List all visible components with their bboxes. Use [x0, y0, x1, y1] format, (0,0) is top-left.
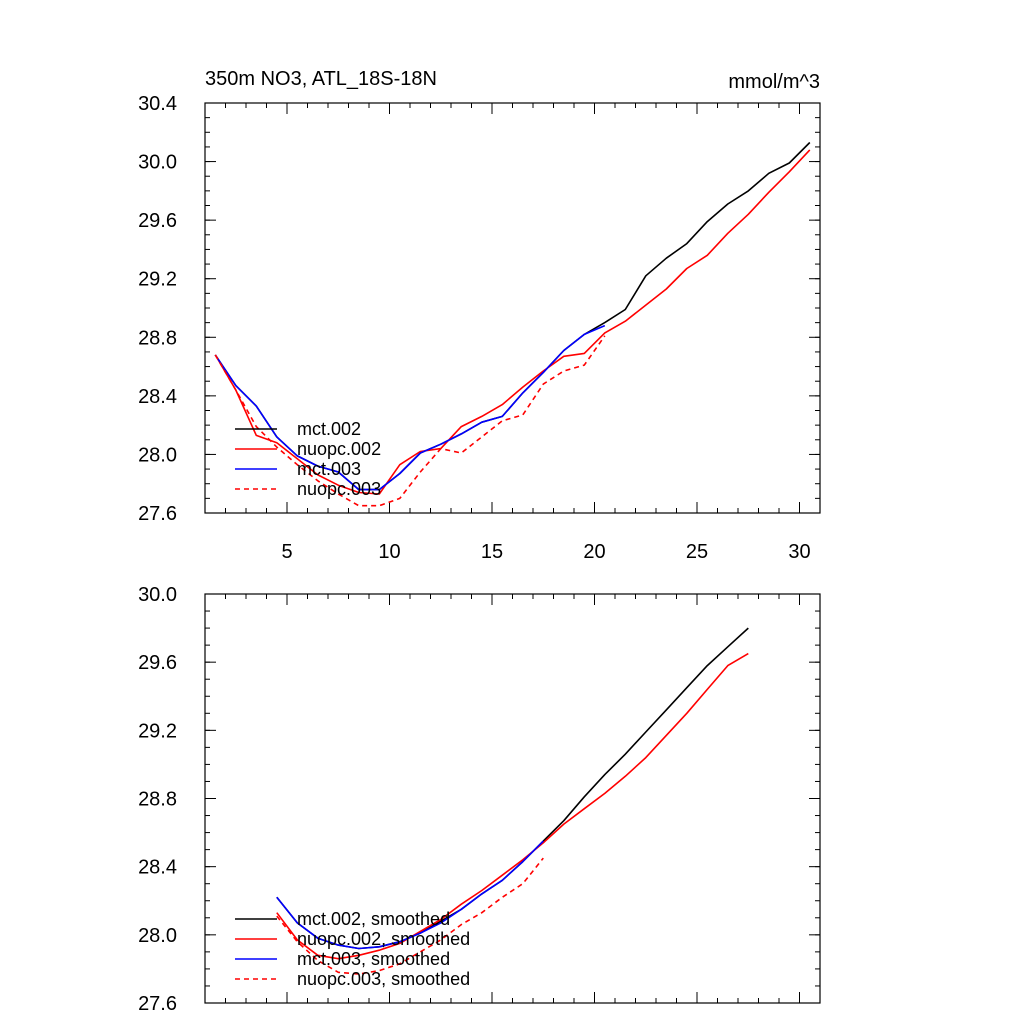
bottom-chart: 27.6 28.0 28.4 28.8 29.2 29.6 30.0 mct.002, smo… [138, 584, 821, 1015]
legend-label: mct.002 [297, 419, 361, 439]
y-tick-label: 28.4 [138, 386, 177, 408]
series-line-nuopc-003 [214, 335, 606, 507]
y-tick-label: 29.6 [138, 652, 177, 674]
legend-label: nuopc.003, smoothed [297, 969, 470, 989]
x-tick-label: 30 [788, 541, 810, 563]
y-tick-label: 30.0 [138, 584, 177, 606]
units-label: mmol/m^3 [728, 71, 820, 93]
legend-label: mct.003 [297, 459, 361, 479]
y-tick-label: 27.6 [138, 503, 177, 525]
plot-frame [204, 593, 821, 1004]
series-line-nuopc-002-smoothed [276, 652, 749, 960]
y-tick-label: 30.4 [138, 93, 177, 115]
top-chart: 350m NO3, ATL_18S-18N mmol/m^3 5 10 15 20 25 30… [138, 68, 821, 563]
chart-title: 350m NO3, ATL_18S-18N [205, 68, 437, 90]
y-tick-label: 28.0 [138, 444, 177, 466]
x-tick-label: 5 [281, 541, 292, 563]
y-tick-label: 30.0 [138, 152, 177, 174]
y-tick-label: 29.6 [138, 210, 177, 232]
x-tick-label: 25 [686, 541, 708, 563]
x-tick-label: 15 [481, 541, 503, 563]
x-tick-label: 10 [378, 541, 400, 563]
y-tick-label: 28.0 [138, 925, 177, 947]
legend-label: nuopc.002 [297, 439, 381, 459]
series-line-mct-003-smoothed [276, 840, 544, 950]
y-tick-label: 28.8 [138, 789, 177, 811]
series-line-nuopc-003-smoothed [276, 857, 544, 975]
legend-label: mct.002, smoothed [297, 909, 450, 929]
legend-label: nuopc.003 [297, 479, 381, 499]
series-line-mct-002-smoothed [276, 627, 749, 950]
series-line-mct-003 [214, 324, 606, 491]
y-tick-label: 27.6 [138, 993, 177, 1015]
y-tick-label: 28.8 [138, 327, 177, 349]
y-tick-label: 28.4 [138, 857, 177, 879]
legend-label: mct.003, smoothed [297, 949, 450, 969]
legend-label: nuopc.002, smoothed [297, 929, 470, 949]
y-tick-label: 29.2 [138, 269, 177, 291]
series-line-nuopc-002 [214, 149, 811, 495]
x-tick-label: 20 [583, 541, 605, 563]
plot-frame [204, 102, 821, 514]
y-tick-label: 29.2 [138, 720, 177, 742]
